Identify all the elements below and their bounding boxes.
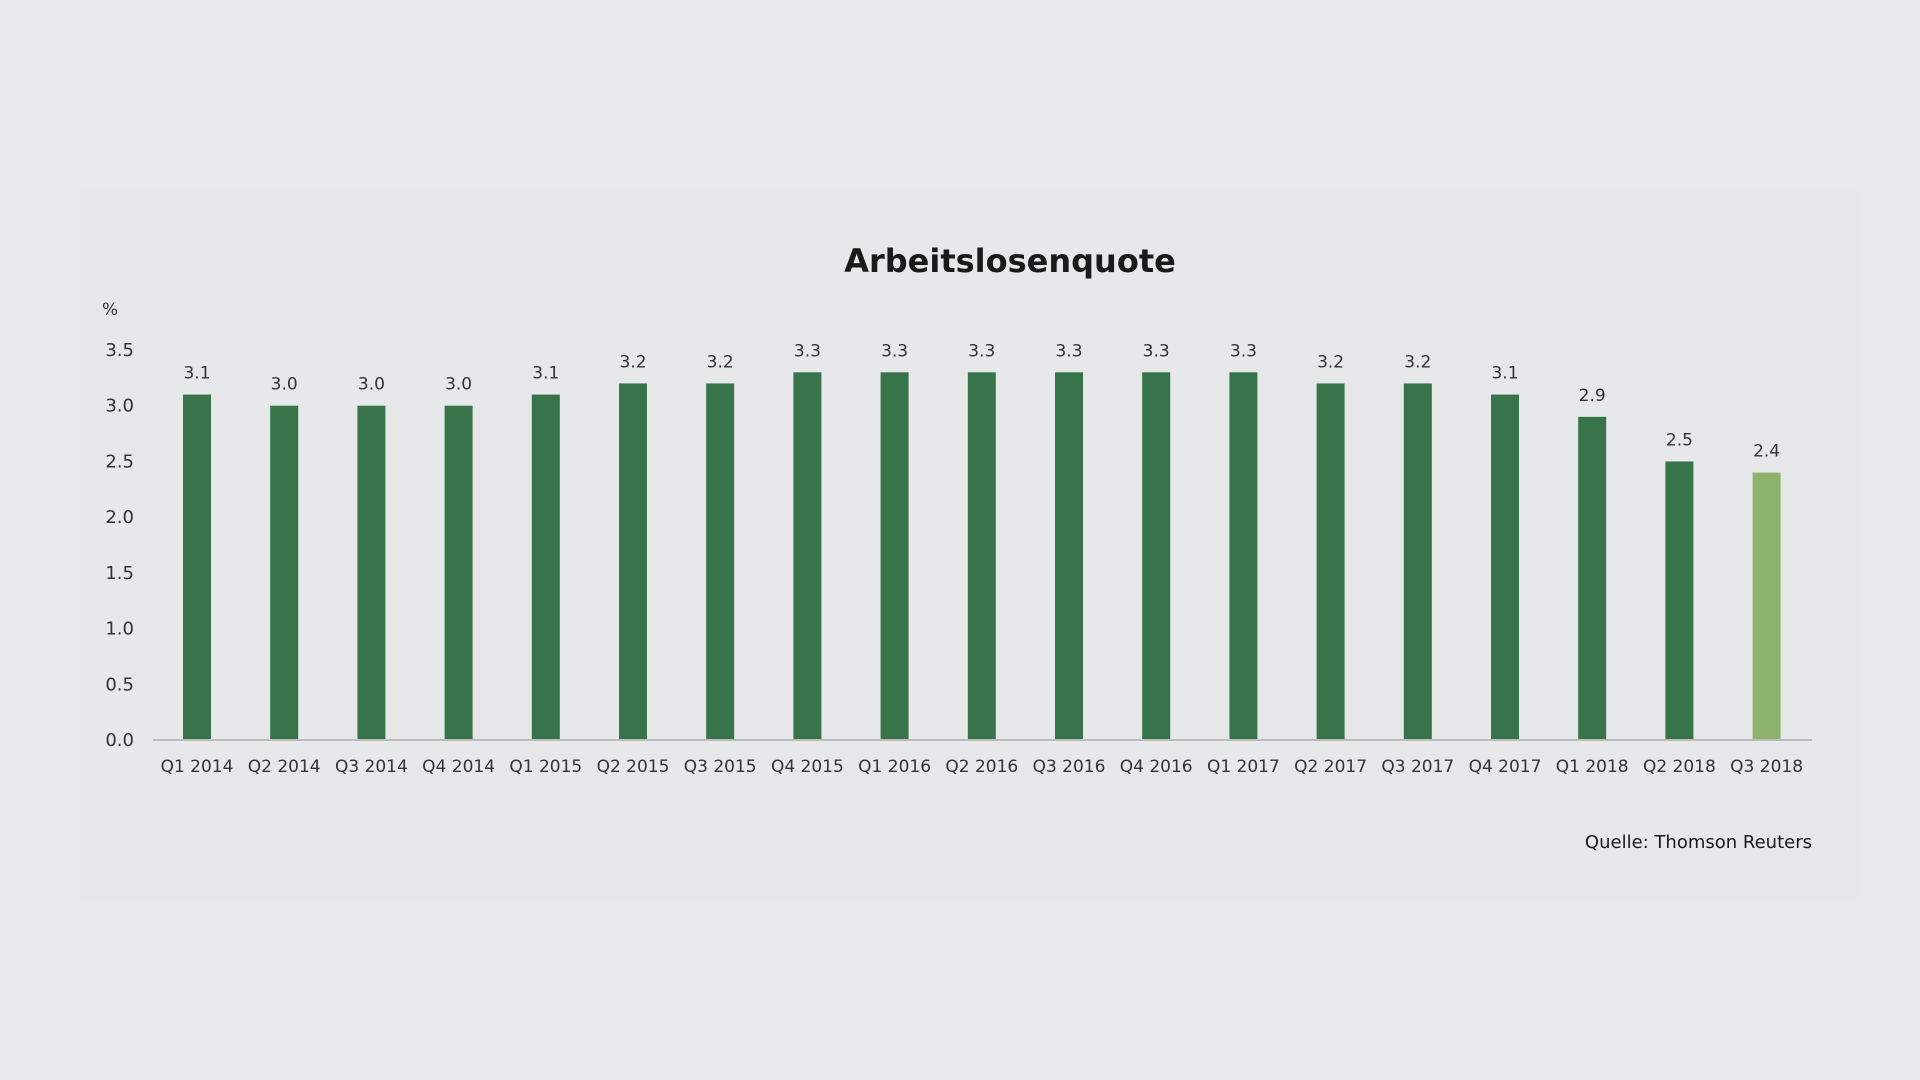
x-tick-label: Q1 2015	[509, 757, 582, 777]
chart-title: Arbeitslosenquote	[844, 242, 1176, 280]
x-axis-ticks: Q1 2014 Q2 2014 Q3 2014 Q4 2014 Q1 2015 Q2 20…	[161, 757, 1803, 777]
x-tick-label: Q1 2017	[1207, 757, 1280, 777]
y-tick-label: 3.5	[105, 340, 134, 361]
y-tick-label: 2.0	[105, 507, 134, 528]
bar	[270, 405, 299, 740]
bar	[1578, 416, 1607, 740]
x-tick-label: Q2 2016	[945, 757, 1018, 777]
x-tick-label: Q4 2014	[422, 757, 495, 777]
x-tick-label: Q1 2014	[161, 757, 234, 777]
bar	[444, 405, 473, 740]
x-tick-label: Q2 2017	[1294, 757, 1367, 777]
bar-value-label: 3.1	[532, 364, 559, 384]
y-tick-label: 0.0	[105, 730, 134, 751]
bar	[1142, 372, 1171, 740]
source-note: Quelle: Thomson Reuters	[1585, 832, 1812, 853]
bar-value-label: 3.2	[1317, 352, 1344, 372]
x-tick-label: Q3 2014	[335, 757, 408, 777]
bar	[1491, 394, 1519, 740]
bar-value-label: 3.0	[271, 375, 298, 395]
x-tick-label: Q1 2018	[1556, 757, 1629, 777]
bar-value-label: 3.0	[358, 375, 385, 395]
x-tick-label: Q4 2017	[1469, 757, 1542, 777]
bar-value-label: 3.3	[1055, 341, 1082, 361]
x-tick-label: Q4 2016	[1120, 757, 1193, 777]
bar-value-label: 3.2	[1404, 352, 1431, 372]
x-tick-label: Q1 2016	[858, 757, 931, 777]
bar-value-label: 2.5	[1666, 430, 1693, 450]
bar-value-label: 3.0	[445, 375, 472, 395]
bar	[1752, 472, 1781, 740]
bar	[357, 405, 386, 740]
y-axis-ticks: 0.0 0.5 1.0 1.5 2.0 2.5 3.0 3.5	[105, 340, 134, 751]
bar-value-label: 2.4	[1753, 442, 1780, 462]
bar-value-label: 3.3	[1230, 341, 1257, 361]
y-tick-label: 0.5	[105, 674, 134, 695]
y-axis-unit-label: %	[102, 300, 118, 320]
bar-value-label: 2.9	[1579, 386, 1606, 406]
bar	[706, 383, 735, 740]
bar	[1229, 372, 1258, 740]
bar-value-label: 3.3	[794, 341, 821, 361]
y-tick-label: 1.5	[105, 563, 134, 584]
x-tick-label: Q3 2015	[684, 757, 757, 777]
bars	[183, 372, 1781, 740]
bar-value-label: 3.3	[968, 341, 995, 361]
bar	[1665, 461, 1694, 740]
bar	[967, 372, 996, 740]
value-labels: 3.1 3.0 3.0 3.0 3.1 3.2 3.2 3.3 3.3 3.3 3.3 3.3 3.3 3…	[183, 341, 1780, 461]
bar-value-label: 3.2	[619, 352, 646, 372]
bar-value-label: 3.3	[1143, 341, 1170, 361]
bar-value-label: 3.3	[881, 341, 908, 361]
x-tick-label: Q3 2017	[1381, 757, 1454, 777]
x-tick-label: Q3 2018	[1730, 757, 1803, 777]
bar	[531, 394, 560, 740]
bar	[793, 372, 822, 740]
bar-value-label: 3.1	[1491, 364, 1518, 384]
x-tick-label: Q2 2018	[1643, 757, 1716, 777]
y-tick-label: 2.5	[105, 451, 134, 472]
x-tick-label: Q4 2015	[771, 757, 844, 777]
bar	[619, 383, 647, 740]
bar-value-label: 3.2	[707, 352, 734, 372]
bar	[183, 394, 211, 740]
bar	[880, 372, 909, 740]
y-tick-label: 1.0	[105, 619, 134, 640]
bar	[1055, 372, 1083, 740]
bar	[1403, 383, 1432, 740]
bar-value-label: 3.1	[183, 364, 210, 384]
y-tick-label: 3.0	[105, 396, 134, 417]
x-tick-label: Q3 2016	[1033, 757, 1106, 777]
x-tick-label: Q2 2014	[248, 757, 321, 777]
x-tick-label: Q2 2015	[597, 757, 670, 777]
bar	[1316, 383, 1345, 740]
